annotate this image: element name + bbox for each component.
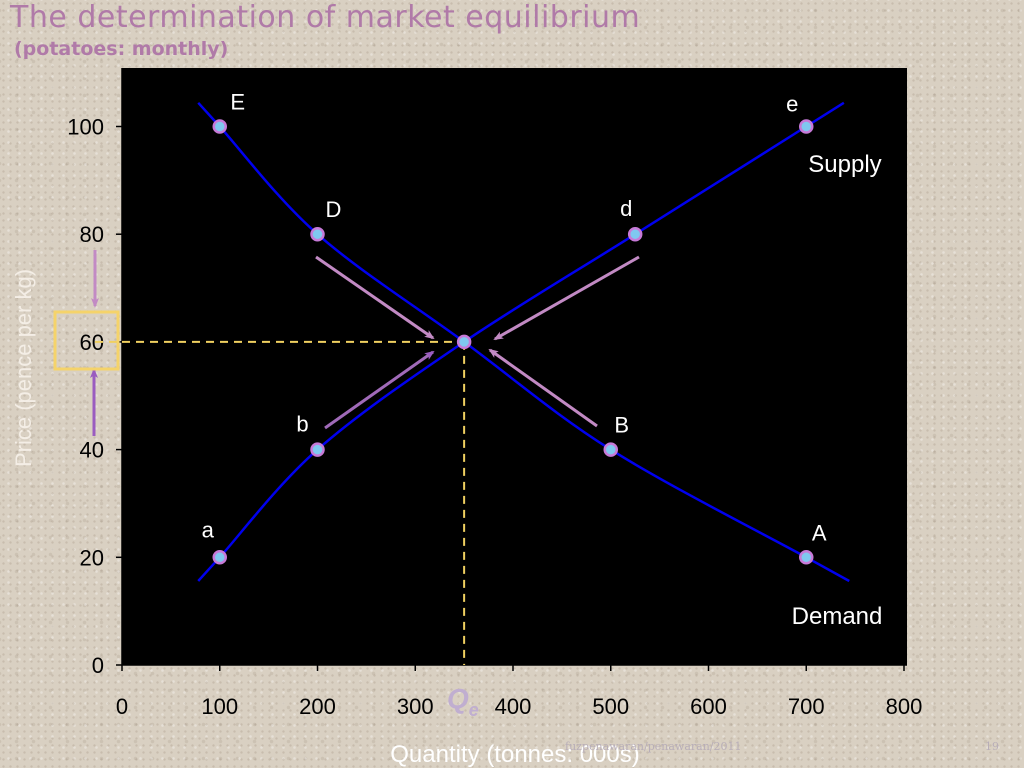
y-tick-label: 0 — [92, 653, 104, 678]
equilibrium-guides — [95, 340, 466, 665]
footer-source: fuzpenawaran/penawaran/2011 — [565, 740, 742, 753]
x-axis-label: Quantity (tonnes: 000s) — [390, 741, 639, 768]
arrow-from-b — [324, 350, 435, 430]
point-marker — [212, 119, 227, 134]
series-label-demand: Demand — [792, 603, 883, 630]
x-tick-label: 400 — [495, 694, 532, 719]
x-tick-label: 800 — [886, 694, 923, 719]
point-markers — [212, 119, 814, 565]
x-tick-label: 100 — [201, 694, 238, 719]
x-tick-label: 200 — [299, 694, 336, 719]
qe-subscript: e — [469, 700, 479, 720]
equilibrium-price-highlight — [53, 310, 120, 371]
y-tick-label: 80 — [80, 222, 104, 247]
point-label-A: A — [812, 520, 827, 545]
point-marker — [310, 226, 325, 242]
point-label-B: B — [614, 413, 629, 438]
qe-main: Q — [447, 683, 469, 714]
page-number: 19 — [985, 740, 999, 753]
point-labels: a b d e E D B A — [202, 90, 827, 546]
arrow-from-D — [315, 255, 435, 340]
point-marker — [212, 550, 227, 565]
point-label-a: a — [202, 517, 215, 542]
arrow-from-d — [493, 255, 640, 341]
y-tick-label: 40 — [80, 438, 104, 463]
slide-subtitle: (potatoes: monthly) — [14, 38, 229, 60]
point-marker — [603, 442, 618, 457]
point-marker — [799, 119, 814, 134]
point-label-E: E — [230, 90, 245, 115]
adjustment-arrows — [90, 250, 640, 436]
x-tick-label: 600 — [690, 694, 727, 719]
slide-title: The determination of market equilibrium — [10, 0, 641, 35]
series-label-supply: Supply — [808, 151, 881, 178]
point-marker — [310, 442, 325, 457]
x-axis-ticks: 0 100 200 300 400 500 600 700 800 — [116, 665, 922, 719]
point-marker — [627, 226, 643, 242]
x-tick-label: 300 — [397, 694, 434, 719]
y-axis-label: Price (pence per kg) — [11, 269, 36, 467]
arrow-from-B — [488, 348, 598, 428]
equilibrium-quantity-label: Qe — [447, 683, 479, 720]
point-label-d: d — [620, 196, 632, 221]
x-tick-label: 700 — [788, 694, 825, 719]
x-tick-label: 0 — [116, 694, 128, 719]
point-marker — [456, 334, 472, 350]
y-tick-label: 100 — [67, 115, 104, 140]
point-label-e: e — [786, 92, 798, 117]
point-marker — [799, 550, 814, 565]
point-label-b: b — [296, 412, 308, 437]
x-tick-label: 500 — [592, 694, 629, 719]
y-tick-label: 20 — [80, 545, 104, 570]
point-label-D: D — [326, 197, 342, 222]
